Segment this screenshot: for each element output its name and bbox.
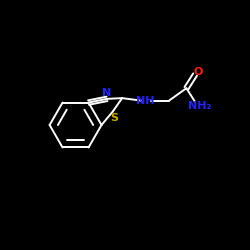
Text: S: S bbox=[110, 114, 118, 124]
Text: N: N bbox=[102, 88, 111, 99]
Text: NH: NH bbox=[136, 96, 155, 106]
Text: NH₂: NH₂ bbox=[188, 101, 211, 111]
Text: O: O bbox=[193, 67, 203, 77]
